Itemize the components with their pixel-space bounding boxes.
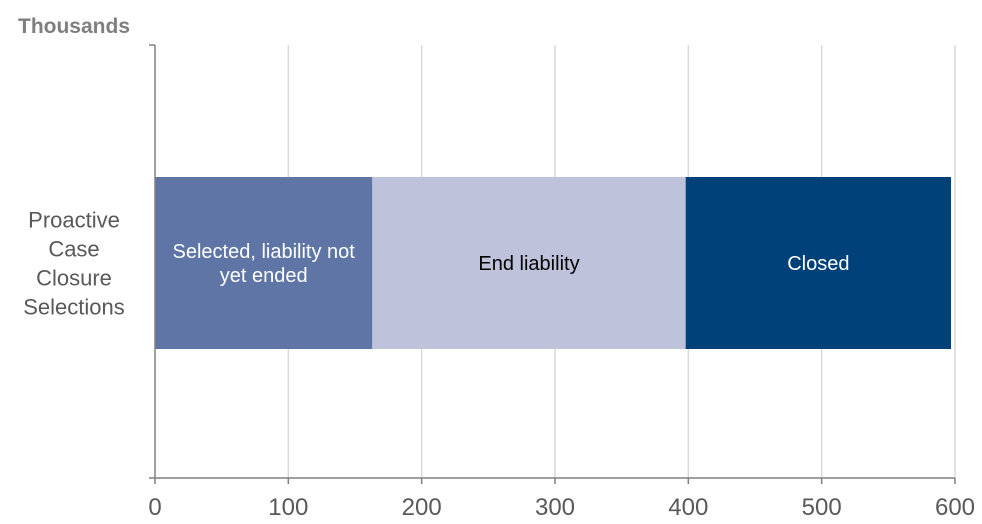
x-tick-label-100: 100 bbox=[268, 494, 308, 521]
axis-layer bbox=[149, 44, 956, 484]
x-tick-label-500: 500 bbox=[802, 494, 842, 521]
bar-layer bbox=[155, 177, 951, 349]
label-layer: 0 100 200 300 400 500 600 Proactive Case Closure S… bbox=[23, 208, 975, 522]
bar-closed bbox=[685, 177, 951, 349]
bar-end-liability bbox=[372, 177, 686, 349]
x-tick-label-400: 400 bbox=[668, 494, 708, 521]
category-label: Proactive Case Closure Selections bbox=[23, 208, 125, 320]
x-tick-label-200: 200 bbox=[402, 494, 442, 521]
unit-label: Thousands bbox=[18, 15, 130, 38]
x-tick-label-300: 300 bbox=[535, 494, 575, 521]
x-tick-label-0: 0 bbox=[148, 494, 161, 521]
bar-label-closed: Closed bbox=[787, 253, 849, 275]
bar-label-selected-liability-not-yet-ended: Selected, liability not yet ended bbox=[173, 241, 356, 287]
bar-selected-liability-not-yet-ended bbox=[155, 177, 373, 349]
bar-label-end-liability: End liability bbox=[478, 253, 579, 275]
x-tick-label-600: 600 bbox=[935, 494, 975, 521]
